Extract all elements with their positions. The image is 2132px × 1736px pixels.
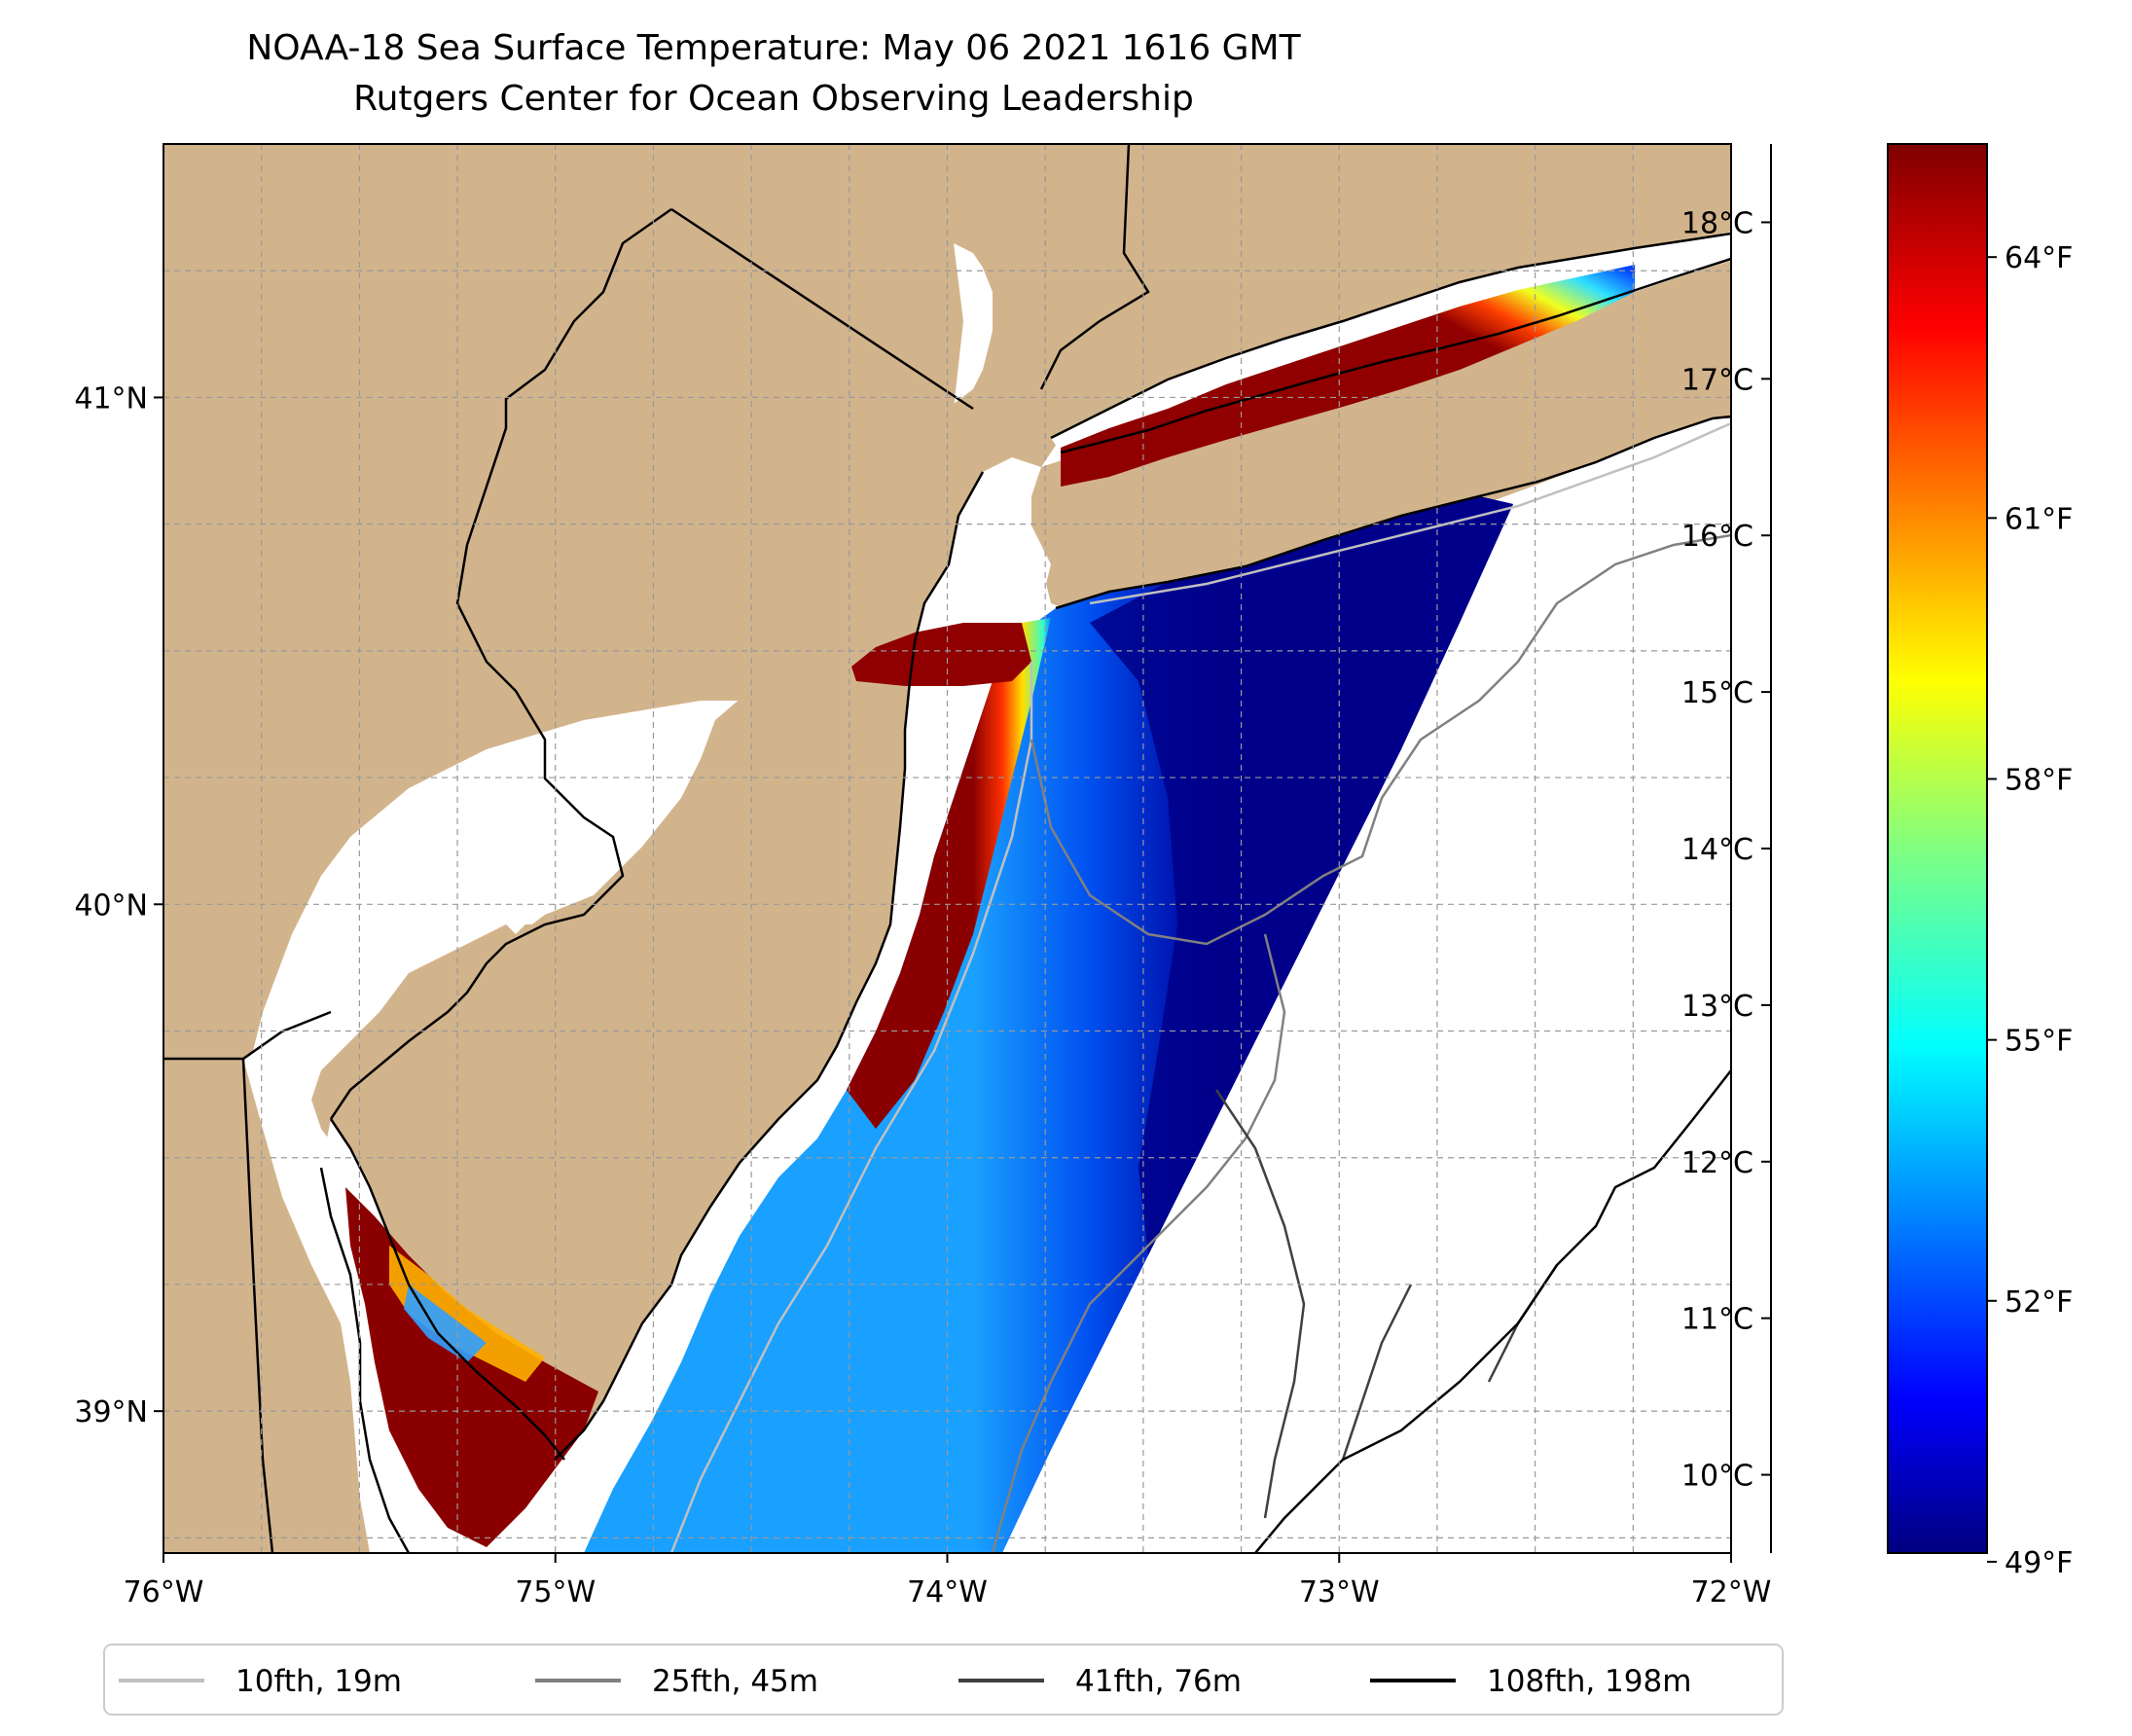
legend-label: 10fth, 19m <box>235 1664 402 1699</box>
borders <box>163 144 1731 1553</box>
sst-harbor-warm <box>851 623 1031 686</box>
celsius-tick-label: 11°C <box>1681 1303 1753 1337</box>
celsius-tick-label: 18°C <box>1681 206 1753 240</box>
lat-tick-label: 40°N <box>74 888 148 922</box>
lon-tick-label: 74°W <box>907 1575 988 1609</box>
sst-delaware-bay-mixed <box>389 1246 545 1382</box>
land-long-island <box>1031 261 1731 613</box>
legend-label: 41fth, 76m <box>1075 1664 1242 1699</box>
celsius-tick-label: 15°C <box>1681 676 1753 710</box>
latitude-axis: 39°N 40°N 41°N <box>74 381 163 1429</box>
isobath-10fth <box>669 421 1731 1553</box>
map-title: NOAA-18 Sea Surface Temperature: May 06 … <box>246 28 1301 68</box>
celsius-tick-label: 14°C <box>1681 833 1753 867</box>
isobath-108fth <box>1254 1069 1731 1553</box>
colorbar-fahrenheit-axis: 49°F 52°F 55°F 58°F 61°F 64°F <box>1987 241 2073 1580</box>
celsius-tick-label: 13°C <box>1681 990 1753 1024</box>
fahrenheit-tick-label: 52°F <box>2005 1285 2073 1320</box>
map-area <box>163 144 1731 1553</box>
longitude-axis: 76°W 75°W 74°W 73°W 72°W <box>124 1553 1772 1609</box>
celsius-tick-label: 16°C <box>1681 520 1753 554</box>
border-de-md <box>163 1057 274 1553</box>
coastline-mainland <box>554 471 985 1461</box>
lon-tick-label: 76°W <box>124 1575 204 1609</box>
coastline-delaware-bay <box>319 1118 565 1553</box>
lat-tick-label: 41°N <box>74 381 148 416</box>
coastline-long-island <box>1055 415 1731 610</box>
colorbar <box>1887 143 1988 1554</box>
legend-box <box>103 1644 1784 1716</box>
isobath-25fth <box>991 533 1731 1553</box>
fahrenheit-tick-label: 64°F <box>2005 241 2073 275</box>
fahrenheit-tick-label: 55°F <box>2005 1025 2073 1059</box>
celsius-tick-label: 17°C <box>1681 363 1753 397</box>
map-subtitle: Rutgers Center for Ocean Observing Leade… <box>353 79 1194 119</box>
isobaths <box>669 421 1731 1553</box>
lon-tick-label: 72°W <box>1691 1575 1772 1609</box>
sst-coastal-warm-band <box>847 618 1051 1129</box>
border-ny-nj <box>670 207 974 411</box>
fahrenheit-tick-label: 49°F <box>2005 1546 2073 1580</box>
legend-label: 25fth, 45m <box>652 1664 818 1699</box>
gridlines <box>163 144 1731 1553</box>
coastline-sound-south <box>1060 257 1731 454</box>
sst-delaware-bay-cool <box>404 1284 487 1362</box>
legend: 10fth, 19m 25fth, 45m 41fth, 76m 108fth, 19… <box>103 1644 1784 1716</box>
border-ny-ct <box>1039 144 1150 390</box>
celsius-tick-label: 12°C <box>1681 1146 1753 1180</box>
legend-label: 108fth, 198m <box>1487 1664 1691 1699</box>
lon-tick-label: 75°W <box>515 1575 596 1609</box>
land-delaware <box>163 1059 370 1553</box>
coastline-sound-north <box>1050 232 1731 440</box>
fahrenheit-tick-label: 61°F <box>2005 502 2073 536</box>
fahrenheit-tick-label: 58°F <box>2005 763 2073 797</box>
sst-cold-core <box>1090 496 1513 1255</box>
border-nj-pa <box>329 207 672 1120</box>
celsius-tick-label: 10°C <box>1681 1460 1753 1494</box>
lat-tick-label: 39°N <box>74 1395 148 1429</box>
sst-long-island-sound <box>1061 265 1635 487</box>
lon-tick-label: 73°W <box>1299 1575 1380 1609</box>
colorbar-celsius-axis: 10°C 11°C 12°C 13°C 14°C 15°C 16°C 17°C 18°C <box>1681 144 1772 1553</box>
